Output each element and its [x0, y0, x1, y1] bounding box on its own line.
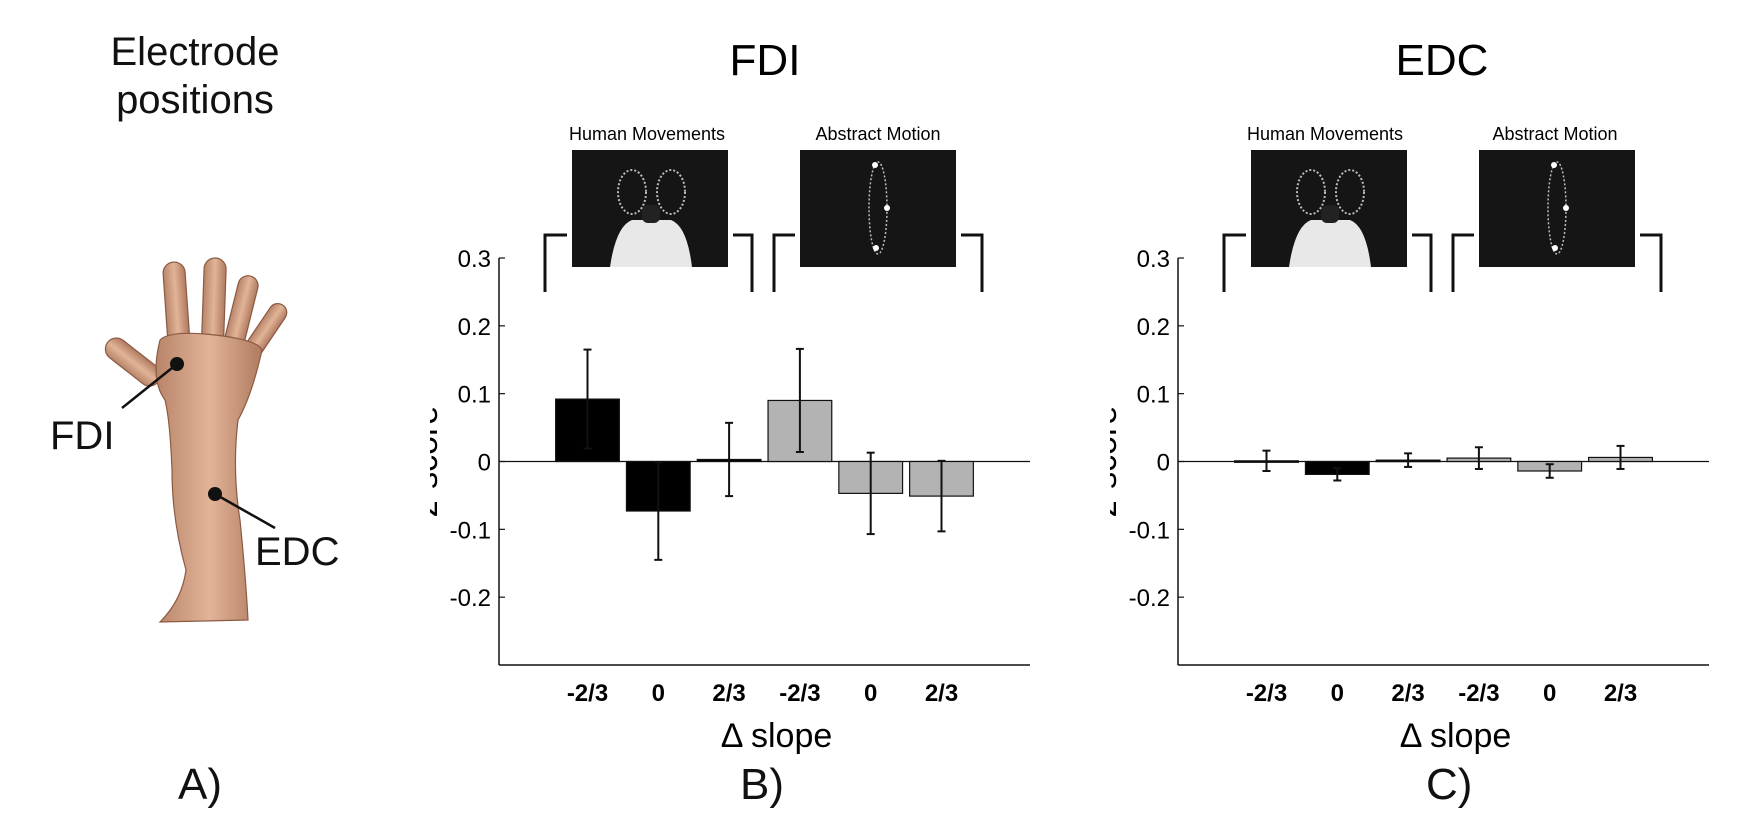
fdi-y-axis-label: z-score — [430, 406, 445, 517]
edc-x-tick-label: 2/3 — [1604, 680, 1637, 707]
fdi-x-tick-label: 0 — [864, 680, 877, 707]
edc-y-tick-label: 0.3 — [1137, 246, 1170, 273]
fdi-human-movements-thumbnail — [572, 150, 728, 267]
edc-chart: EDC Human Movements Abstract Motion 0.30… — [1110, 36, 1709, 755]
edc-x-tick-label: -2/3 — [1246, 680, 1287, 707]
edc-x-tick-label: 0 — [1331, 680, 1344, 707]
fdi-abstract-motion-bracket — [772, 233, 984, 292]
fdi-human-movements-label: Human Movements — [569, 124, 725, 144]
edc-abstract-motion-label: Abstract Motion — [1492, 124, 1617, 144]
forearm — [155, 332, 263, 623]
panel-a-title: Electrode positions — [70, 28, 320, 124]
edc-abstract-motion-bracket — [1451, 233, 1663, 292]
edc-x-axis-label: Δ slope — [1400, 717, 1512, 755]
panel-b-letter: B) — [740, 760, 784, 809]
fdi-y-tick-label: 0.3 — [458, 246, 491, 273]
edc-y-axis-label: z-score — [1110, 406, 1124, 517]
fdi-x-tick-label: 0 — [652, 680, 665, 707]
fdi-abstract-motion-label: Abstract Motion — [815, 124, 940, 144]
fdi-chart-title: FDI — [730, 36, 801, 85]
fdi-y-tick-label: -0.2 — [450, 585, 491, 612]
fdi-plot-area: 0.3 0.2 0.1 0 -0.1 -0.2 z-score -2/3 0 2/3 -2/3 0 2/… — [430, 246, 1030, 755]
fdi-label: FDI — [50, 414, 115, 458]
edc-abstract-motion-thumbnail — [1479, 150, 1635, 267]
fdi-y-tick-label: -0.1 — [450, 517, 491, 544]
edc-human-movements-bracket — [1222, 233, 1433, 292]
edc-y-tick-label: 0.1 — [1137, 382, 1170, 409]
edc-leader-line — [214, 492, 276, 530]
fdi-y-tick-label: 0.2 — [458, 314, 491, 341]
hand-fingers — [104, 257, 288, 387]
edc-x-tick-label: 2/3 — [1391, 680, 1424, 707]
fdi-leader-line — [121, 363, 178, 409]
edc-y-tick-label: -0.2 — [1129, 585, 1170, 612]
edc-human-movements-label: Human Movements — [1247, 124, 1403, 144]
fdi-abstract-motion-thumbnail — [800, 150, 956, 267]
edc-x-tick-label: 0 — [1543, 680, 1556, 707]
edc-plot-area: 0.3 0.2 0.1 0 -0.1 -0.2 z-score -2/3 0 2/3 -2/3 0 2/… — [1110, 246, 1709, 755]
fdi-x-tick-label: -2/3 — [567, 680, 608, 707]
arm-illustration — [104, 257, 288, 623]
fdi-x-tick-label: 2/3 — [712, 680, 745, 707]
panel-a-title-line2: positions — [116, 78, 274, 122]
edc-y-tick-label: -0.1 — [1129, 517, 1170, 544]
edc-x-tick-label: -2/3 — [1458, 680, 1499, 707]
edc-human-movements-thumbnail — [1251, 150, 1407, 267]
panel-c-letter: C) — [1426, 760, 1473, 809]
fdi-human-movements-bracket — [543, 233, 754, 292]
edc-y-tick-label: 0 — [1157, 450, 1170, 477]
panel-a-title-line1: Electrode — [110, 30, 280, 74]
edc-label: EDC — [255, 530, 340, 574]
fdi-x-axis-label: Δ slope — [721, 717, 833, 755]
fdi-y-tick-label: 0 — [478, 450, 491, 477]
fdi-x-tick-label: -2/3 — [779, 680, 820, 707]
fdi-y-tick-label: 0.1 — [458, 382, 491, 409]
fdi-x-tick-label: 2/3 — [925, 680, 958, 707]
edc-y-tick-label: 0.2 — [1137, 314, 1170, 341]
edc-chart-title: EDC — [1396, 36, 1489, 85]
panel-a-letter: A) — [178, 760, 222, 809]
fdi-chart: FDI Human Movements Abstract Motion 0.30… — [430, 36, 1030, 755]
